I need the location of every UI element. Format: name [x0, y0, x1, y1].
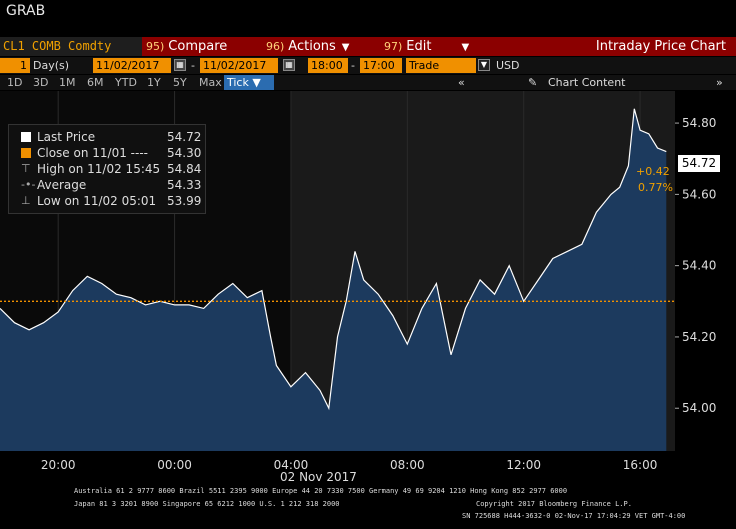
compare-menu-button[interactable]: 95) Compare: [146, 37, 227, 56]
days-input[interactable]: 1: [0, 58, 30, 73]
footer-copyright: Copyright 2017 Bloomberg Finance L.P.: [476, 500, 632, 508]
x-tick-label: 00:00: [157, 458, 192, 472]
compare-menu-label: Compare: [168, 39, 228, 54]
event-select[interactable]: Trade: [406, 58, 476, 73]
x-tick-label: 16:00: [623, 458, 658, 472]
actions-dropdown-icon: ▼: [341, 42, 350, 53]
edit-menu-button[interactable]: 97) Edit ▼: [384, 37, 469, 56]
period-bar: [0, 75, 736, 90]
collapse-right-icon[interactable]: »: [716, 76, 723, 89]
edit-dropdown-icon: ▼: [461, 42, 470, 53]
legend-close-label: Close on 11/01 ----: [37, 146, 148, 160]
change-absolute: +0.42: [636, 165, 670, 178]
end-calendar-icon[interactable]: ▦: [283, 59, 295, 71]
period-6m[interactable]: 6M: [87, 76, 104, 89]
legend-high-value: 54.84: [167, 162, 202, 176]
legend-high[interactable]: ⊤ High on 11/02 15:45 54.84: [9, 161, 205, 177]
legend-average-value: 54.33: [167, 178, 202, 192]
chart-content-icon[interactable]: ✎: [528, 76, 538, 89]
actions-menu-button[interactable]: 96) Actions ▼: [266, 37, 350, 56]
price-area: [0, 108, 667, 452]
chart-legend: Last Price 54.72 Close on 11/01 ---- 54.…: [8, 124, 206, 214]
x-tick-label: 12:00: [506, 458, 541, 472]
change-percent: 0.77%: [638, 181, 673, 194]
footer-contacts-line2: Japan 81 3 3201 8900 Singapore 65 6212 1…: [74, 500, 340, 508]
legend-high-label: High on 11/02 15:45: [37, 162, 161, 176]
tick-dropdown-icon: ▼: [252, 76, 261, 89]
y-tick-label: 54.80: [682, 116, 716, 130]
actions-menu-label: Actions: [288, 39, 336, 54]
date-label: 02 Nov 2017: [280, 470, 357, 484]
legend-low-label: Low on 11/02 05:01: [37, 194, 157, 208]
low-marker-icon: ⊥: [21, 194, 31, 207]
price-chart[interactable]: 54.00 54.20 54.40 54.60 54.80 20:00 00:00 04:0…: [0, 91, 736, 529]
start-time-input[interactable]: 18:00: [308, 58, 348, 73]
chart-title: Intraday Price Chart: [595, 39, 726, 54]
days-unit-label: Day(s): [33, 59, 70, 72]
footer-session-info: SN 725688 H444-3632-0 02-Nov-17 17:04:29…: [462, 512, 686, 520]
last-price-tag: 54.72: [678, 155, 720, 172]
actions-menu-number: 96): [266, 40, 285, 53]
start-calendar-icon[interactable]: ▦: [174, 59, 186, 71]
legend-last-price-label: Last Price: [37, 130, 96, 144]
period-3d[interactable]: 3D: [33, 76, 49, 89]
period-5y[interactable]: 5Y: [173, 76, 187, 89]
y-tick-label: 54.40: [682, 259, 716, 273]
tick-selector-label: Tick: [227, 76, 249, 89]
period-max[interactable]: Max: [199, 76, 222, 89]
high-marker-icon: ⊤: [21, 162, 31, 175]
function-title: GRAB: [6, 3, 46, 19]
compare-menu-number: 95): [146, 40, 165, 53]
period-1m[interactable]: 1M: [59, 76, 76, 89]
legend-average-label: Average: [37, 178, 87, 192]
edit-menu-label: Edit: [406, 39, 432, 54]
price-line: [0, 108, 667, 411]
legend-low-value: 53.99: [167, 194, 202, 208]
end-time-input[interactable]: 17:00: [360, 58, 402, 73]
average-marker-icon: -•-: [21, 178, 36, 191]
period-1y[interactable]: 1Y: [147, 76, 161, 89]
y-axis: 54.00 54.20 54.40 54.60 54.80: [675, 116, 716, 415]
legend-low[interactable]: ⊥ Low on 11/02 05:01 53.99: [9, 193, 205, 209]
period-ytd[interactable]: YTD: [115, 76, 137, 89]
legend-close[interactable]: Close on 11/01 ---- 54.30: [9, 145, 205, 161]
chart-content-button[interactable]: Chart Content: [548, 76, 626, 89]
close-swatch: [21, 148, 31, 158]
start-date-input[interactable]: 11/02/2017: [93, 58, 171, 73]
command-bar: [0, 37, 736, 56]
legend-last-price-value: 54.72: [167, 130, 202, 144]
x-axis: 20:00 00:00 04:00 08:00 12:00 16:00: [41, 458, 657, 472]
y-tick-label: 54.20: [682, 330, 716, 344]
last-price-swatch: [21, 132, 31, 142]
end-date-input[interactable]: 11/02/2017: [200, 58, 278, 73]
y-tick-label: 54.00: [682, 401, 716, 415]
tick-selector[interactable]: Tick ▼: [224, 75, 274, 90]
x-tick-label: 04:00: [274, 458, 309, 472]
footer-contacts-line1: Australia 61 2 9777 8600 Brazil 5511 239…: [74, 487, 568, 495]
period-1d[interactable]: 1D: [7, 76, 23, 89]
legend-average[interactable]: -•- Average 54.33: [9, 177, 205, 193]
x-tick-label: 08:00: [390, 458, 425, 472]
legend-close-value: 54.30: [167, 146, 202, 160]
y-tick-label: 54.60: [682, 187, 716, 201]
security-ticker-field[interactable]: CL1 COMB Comdty: [0, 37, 142, 56]
event-dropdown-icon[interactable]: ▼: [478, 59, 490, 71]
collapse-left-icon[interactable]: «: [458, 76, 465, 89]
currency-label: USD: [496, 59, 520, 72]
x-tick-label: 20:00: [41, 458, 76, 472]
legend-last-price[interactable]: Last Price 54.72: [9, 129, 205, 145]
edit-menu-number: 97): [384, 40, 403, 53]
